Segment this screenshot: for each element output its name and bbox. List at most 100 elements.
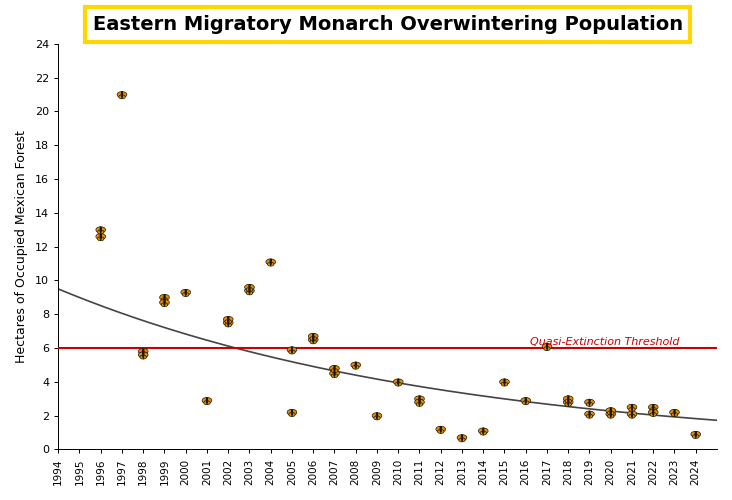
Polygon shape (395, 382, 398, 386)
Polygon shape (440, 426, 446, 432)
Polygon shape (525, 398, 531, 404)
Polygon shape (608, 410, 611, 415)
Polygon shape (568, 400, 569, 404)
Polygon shape (419, 399, 422, 403)
Polygon shape (653, 410, 654, 415)
Polygon shape (206, 398, 207, 403)
Polygon shape (313, 336, 318, 342)
Polygon shape (250, 290, 253, 295)
Polygon shape (610, 414, 614, 418)
Polygon shape (292, 412, 295, 416)
Polygon shape (244, 288, 250, 294)
Polygon shape (329, 366, 335, 371)
Polygon shape (163, 300, 169, 306)
Polygon shape (479, 428, 484, 434)
Polygon shape (246, 290, 250, 295)
Polygon shape (653, 407, 657, 412)
Polygon shape (565, 402, 569, 406)
Polygon shape (160, 300, 165, 306)
Polygon shape (334, 370, 340, 376)
Polygon shape (225, 320, 228, 324)
Polygon shape (100, 227, 105, 232)
Polygon shape (504, 379, 509, 385)
Polygon shape (291, 347, 293, 352)
Polygon shape (164, 300, 165, 305)
Polygon shape (313, 340, 316, 344)
Polygon shape (568, 402, 572, 406)
Polygon shape (586, 414, 590, 418)
Polygon shape (567, 400, 573, 405)
Polygon shape (586, 402, 590, 406)
Polygon shape (250, 287, 253, 292)
Polygon shape (313, 336, 316, 340)
Polygon shape (631, 411, 637, 417)
Polygon shape (308, 336, 314, 342)
Polygon shape (461, 435, 467, 440)
Polygon shape (244, 284, 250, 290)
Polygon shape (610, 408, 616, 414)
Polygon shape (351, 362, 356, 368)
Polygon shape (356, 365, 359, 369)
Polygon shape (372, 413, 378, 418)
Polygon shape (419, 400, 425, 405)
Polygon shape (398, 382, 401, 386)
Polygon shape (97, 230, 101, 234)
Polygon shape (504, 382, 508, 386)
Polygon shape (419, 396, 420, 402)
Polygon shape (673, 410, 679, 415)
Polygon shape (585, 411, 591, 417)
Y-axis label: Hectares of Occupied Mexican Forest: Hectares of Occupied Mexican Forest (15, 130, 28, 363)
Polygon shape (161, 302, 165, 306)
Polygon shape (589, 400, 594, 405)
Polygon shape (138, 348, 144, 354)
Polygon shape (504, 380, 505, 384)
Polygon shape (565, 399, 569, 403)
Polygon shape (652, 404, 658, 410)
Polygon shape (652, 410, 658, 415)
Polygon shape (310, 340, 313, 344)
Polygon shape (122, 94, 125, 99)
Polygon shape (249, 284, 254, 290)
Polygon shape (119, 94, 122, 99)
Polygon shape (313, 334, 314, 339)
Polygon shape (547, 344, 548, 349)
Polygon shape (695, 432, 696, 437)
Polygon shape (436, 426, 441, 432)
Polygon shape (121, 92, 127, 98)
Polygon shape (568, 399, 572, 403)
Polygon shape (223, 320, 229, 326)
Polygon shape (526, 400, 529, 404)
Polygon shape (313, 337, 314, 342)
Polygon shape (206, 398, 212, 404)
Polygon shape (631, 404, 637, 410)
Polygon shape (249, 284, 250, 290)
Polygon shape (202, 398, 208, 404)
Polygon shape (288, 350, 292, 354)
Polygon shape (97, 236, 101, 240)
Polygon shape (650, 407, 654, 412)
Polygon shape (483, 431, 487, 435)
Polygon shape (629, 407, 632, 412)
Polygon shape (207, 400, 210, 404)
Polygon shape (629, 414, 632, 418)
Polygon shape (270, 259, 275, 265)
Polygon shape (313, 334, 318, 339)
Polygon shape (650, 412, 654, 416)
Polygon shape (610, 411, 616, 417)
Title: Eastern Migratory Monarch Overwintering Population: Eastern Migratory Monarch Overwintering … (92, 15, 683, 34)
Polygon shape (143, 355, 146, 359)
Polygon shape (332, 368, 335, 372)
Polygon shape (417, 399, 419, 403)
Polygon shape (627, 404, 633, 410)
Polygon shape (100, 236, 104, 240)
Polygon shape (417, 402, 419, 406)
Polygon shape (142, 352, 148, 358)
Polygon shape (419, 396, 425, 402)
Polygon shape (627, 411, 633, 417)
Polygon shape (671, 412, 675, 416)
Polygon shape (589, 411, 594, 417)
Polygon shape (228, 320, 231, 324)
Polygon shape (184, 290, 190, 295)
Polygon shape (117, 92, 123, 98)
Polygon shape (161, 298, 165, 302)
